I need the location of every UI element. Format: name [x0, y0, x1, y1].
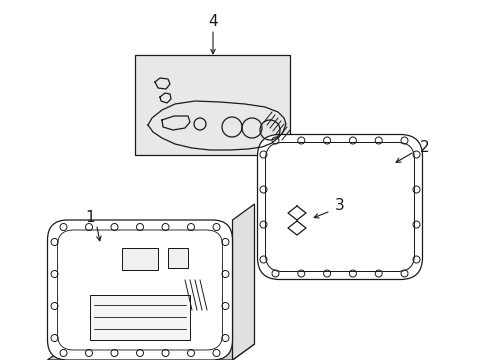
Bar	[168, 248, 187, 268]
Bar	[135, 55, 289, 155]
Polygon shape	[232, 204, 254, 360]
Polygon shape	[47, 344, 254, 360]
Text: 1: 1	[85, 211, 95, 225]
Text: 3: 3	[334, 198, 344, 212]
FancyBboxPatch shape	[257, 135, 422, 279]
Text: 4: 4	[208, 14, 217, 30]
Text: 2: 2	[419, 140, 429, 156]
Bar	[90, 295, 190, 340]
FancyBboxPatch shape	[47, 220, 232, 360]
Bar	[122, 248, 158, 270]
